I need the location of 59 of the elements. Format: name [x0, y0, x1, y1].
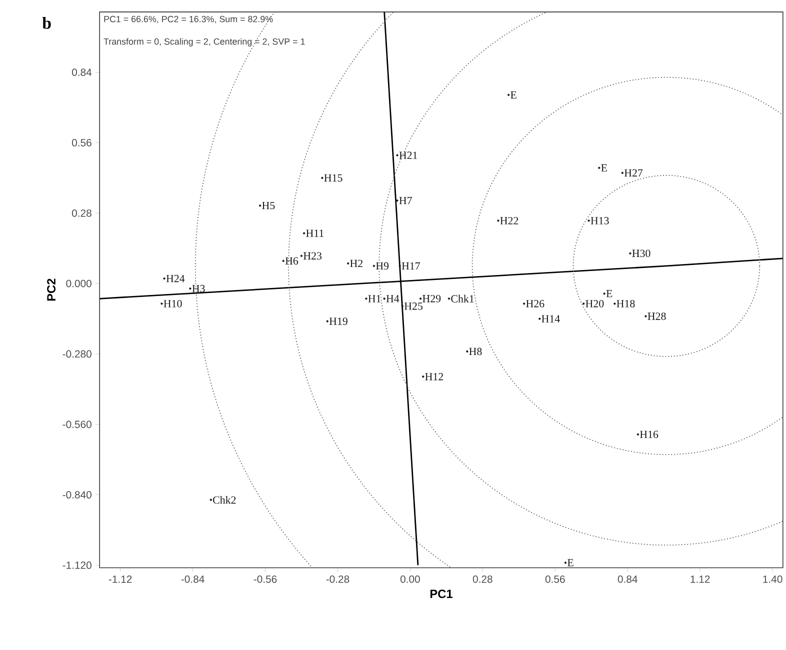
data-label: E [606, 290, 612, 297]
data-label: H27 [624, 169, 643, 176]
x-tick-label: -0.28 [326, 575, 350, 583]
y-axis-title: PC2 [47, 278, 56, 300]
data-label: E [601, 164, 607, 172]
y-tick-label: -0.840 [62, 490, 92, 498]
data-label: H16 [640, 430, 658, 438]
data-label: H8 [469, 348, 482, 355]
x-axis-title: PC1 [430, 589, 453, 598]
x-tick-label: 0.28 [472, 575, 492, 583]
data-label: H28 [648, 312, 666, 320]
data-label: H20 [586, 300, 604, 308]
data-label: Chk1 [451, 294, 474, 302]
data-label: E [510, 91, 516, 98]
data-label: H18 [616, 300, 635, 308]
data-label: H10 [164, 300, 182, 308]
data-label: H30 [632, 249, 650, 257]
x-tick-label: 0.56 [545, 575, 565, 583]
annotation: Transform = 0, Scaling = 2, Centering = 2, SVP = 1 [104, 38, 305, 46]
data-label: H22 [500, 216, 518, 224]
x-tick-label: 0.00 [400, 575, 420, 583]
x-tick-label: 1.40 [763, 575, 782, 583]
data-label: H5 [262, 202, 275, 210]
data-label: H13 [590, 216, 609, 224]
data-label: H11 [306, 229, 324, 237]
data-label: H23 [303, 252, 322, 260]
y-tick-label: 0.28 [72, 209, 92, 217]
data-label: H2 [350, 260, 363, 267]
y-tick-label: -0.560 [62, 420, 92, 428]
y-tick-label: 0.56 [72, 138, 92, 146]
data-label: H6 [285, 257, 298, 264]
data-label: H7 [399, 196, 412, 204]
data-label: H25 [404, 302, 422, 310]
data-label: H9 [376, 262, 389, 270]
data-label: H21 [399, 151, 418, 159]
data-label: Chk2 [213, 496, 236, 504]
y-tick-label: -1.120 [62, 561, 92, 569]
x-tick-label: -1.12 [108, 575, 132, 583]
data-label: H15 [324, 174, 342, 182]
data-label: H1 [368, 294, 381, 302]
data-label: H29 [422, 294, 441, 302]
data-label: H17 [402, 262, 420, 270]
data-label: H19 [329, 317, 348, 325]
data-label: H24 [166, 274, 185, 282]
y-tick-label: 0.84 [72, 68, 92, 76]
data-label: H26 [526, 300, 544, 308]
data-label: E [567, 558, 574, 566]
x-tick-label: -0.84 [181, 575, 204, 583]
y-tick-label: -0.280 [62, 350, 92, 358]
x-tick-label: -0.56 [254, 575, 277, 583]
annotation: PC1 = 66.6%, PC2 = 16.3%, Sum = 82.9% [104, 16, 273, 24]
chart-title: b [42, 16, 51, 29]
data-label: H3 [192, 284, 205, 292]
data-label: H14 [542, 314, 560, 322]
x-tick-label: 0.84 [618, 575, 638, 583]
y-tick-label: 0.000 [66, 280, 92, 288]
x-tick-label: 1.12 [690, 575, 710, 583]
data-label: H12 [425, 372, 444, 380]
data-label: H4 [386, 294, 400, 302]
